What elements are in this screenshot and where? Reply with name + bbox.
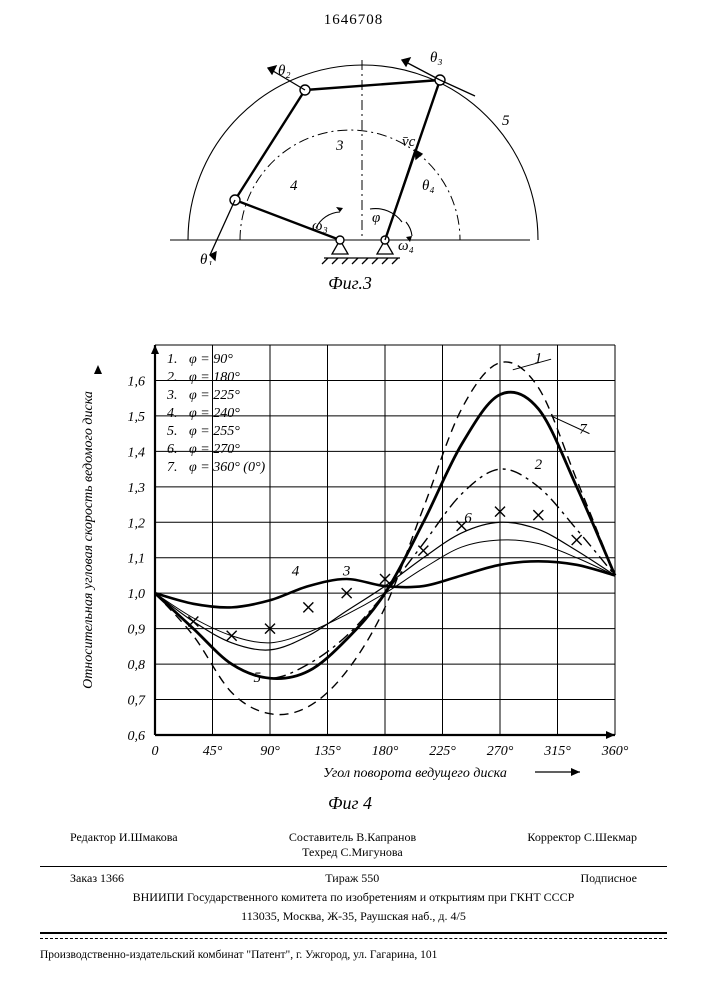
label-theta1: θ₁ xyxy=(200,252,213,265)
svg-text:0,8: 0,8 xyxy=(128,658,146,673)
figure-3-label: Фиг.3 xyxy=(140,273,560,294)
addr-line: 113035, Москва, Ж-35, Раушская наб., д. … xyxy=(40,907,667,930)
svg-text:4.: 4. xyxy=(167,406,178,421)
svg-text:Относительная угловая скорость: Относительная угловая скорость ведомого … xyxy=(81,391,96,689)
svg-text:1: 1 xyxy=(535,351,543,367)
editor-credit: Редактор И.Шмакова xyxy=(70,830,178,860)
svg-text:3: 3 xyxy=(342,563,351,579)
svg-text:270°: 270° xyxy=(487,744,514,759)
svg-text:360°: 360° xyxy=(601,744,629,759)
svg-text:0,6: 0,6 xyxy=(128,729,146,744)
label-3: 3 xyxy=(335,138,344,154)
subscription: Подписное xyxy=(580,871,637,886)
print-run: Тираж 550 xyxy=(325,871,379,886)
svg-text:0: 0 xyxy=(152,744,159,759)
svg-text:φ = 225°: φ = 225° xyxy=(189,388,240,403)
svg-text:5.: 5. xyxy=(167,424,178,439)
label-5: 5 xyxy=(502,113,510,129)
svg-text:6: 6 xyxy=(464,510,472,526)
svg-text:0,7: 0,7 xyxy=(128,694,147,709)
label-4: 4 xyxy=(290,178,298,194)
svg-text:1,1: 1,1 xyxy=(128,552,146,567)
svg-text:1,6: 1,6 xyxy=(128,374,146,389)
svg-text:135°: 135° xyxy=(314,744,341,759)
svg-text:1,5: 1,5 xyxy=(128,410,146,425)
svg-text:7.: 7. xyxy=(167,460,178,475)
svg-text:φ = 240°: φ = 240° xyxy=(189,406,240,421)
svg-text:45°: 45° xyxy=(203,744,223,759)
svg-text:1,4: 1,4 xyxy=(128,445,146,460)
svg-text:φ = 360° (0°): φ = 360° (0°) xyxy=(189,460,266,475)
figure-4-label: Фиг 4 xyxy=(70,793,630,814)
svg-text:225°: 225° xyxy=(429,744,456,759)
svg-text:2.: 2. xyxy=(167,370,178,385)
compiler-credit: Составитель В.Капранов xyxy=(289,830,416,844)
label-theta3: θ₃ xyxy=(430,50,443,66)
svg-text:315°: 315° xyxy=(543,744,571,759)
svg-text:90°: 90° xyxy=(260,744,280,759)
corrector-credit: Корректор С.Шекмар xyxy=(527,830,637,860)
label-phi: φ xyxy=(372,210,380,226)
label-theta2: θ₂ xyxy=(278,63,291,79)
page-number: 1646708 xyxy=(0,0,707,29)
label-vc: v̄c xyxy=(402,134,416,150)
svg-text:1,3: 1,3 xyxy=(128,481,146,496)
label-omega4: ω₄ xyxy=(398,238,414,254)
svg-text:φ = 90°: φ = 90° xyxy=(189,352,233,367)
svg-text:180°: 180° xyxy=(372,744,399,759)
label-omega3: ω₃ xyxy=(312,218,328,234)
svg-text:2: 2 xyxy=(535,457,543,473)
figure-4: 0 45° 90° 135° 180° 225° 270° 315° 360° 0,6 0,7 0,8… xyxy=(70,330,630,810)
svg-text:1,0: 1,0 xyxy=(128,587,146,602)
svg-text:1.: 1. xyxy=(167,352,178,367)
order-number: Заказ 1366 xyxy=(70,871,124,886)
press-line: Производственно-издательский комбинат "П… xyxy=(40,941,667,961)
svg-text:1,2: 1,2 xyxy=(128,516,146,531)
org-line: ВНИИПИ Государственного комитета по изоб… xyxy=(40,888,667,907)
svg-text:6.: 6. xyxy=(167,442,178,457)
svg-text:φ = 180°: φ = 180° xyxy=(189,370,240,385)
svg-text:φ = 255°: φ = 255° xyxy=(189,424,240,439)
svg-text:Угол поворота ведущего диска: Угол поворота ведущего диска xyxy=(323,766,507,781)
label-theta4: θ₄ xyxy=(422,178,435,194)
svg-text:φ = 270°: φ = 270° xyxy=(189,442,240,457)
figure-3: θ₁ θ₂ θ₃ θ₄ ω₃ ω₄ φ v̄c 3 4 5 Фиг.3 xyxy=(140,50,560,285)
svg-text:3.: 3. xyxy=(166,388,178,403)
footer-block: Редактор И.Шмакова Составитель В.Капрано… xyxy=(40,830,667,961)
svg-text:4: 4 xyxy=(292,563,300,579)
svg-text:0,9: 0,9 xyxy=(128,623,146,638)
tech-credit: Техред С.Мигунова xyxy=(302,845,403,859)
